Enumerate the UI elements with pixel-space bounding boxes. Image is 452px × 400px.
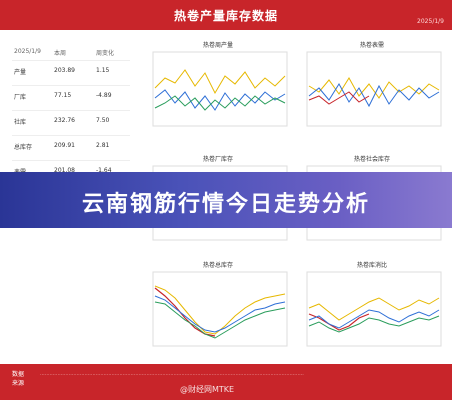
chart-plot [152,271,288,347]
table-cell: 7.50 [96,117,110,124]
footer-label: 数据来源 [12,371,25,387]
table-row: 厂库 77.15 -4.89 [12,86,130,111]
table-header-row: 2025/1/9 本周 周变化 [12,46,130,61]
table-cell: 201.08 [54,167,75,174]
table-cell: 232.76 [54,117,75,124]
table-cell: -1.64 [96,167,112,174]
table-row: 产量 203.89 1.15 [12,61,130,86]
chart-title: 热卷总库存 [202,262,233,269]
chart-plot [152,51,288,127]
footer-noise: ········································… [40,372,304,378]
header-date: 2025/1/9 [417,18,444,25]
chart-title: 热卷厂库存 [202,156,233,163]
table-cell: 77.15 [54,92,72,99]
chart-title: 热卷社会库存 [353,156,390,163]
table-cell: 209.91 [54,142,75,149]
chart-panel: 热卷库消比 [299,260,445,360]
page-title: 热卷产量库存数据 [173,9,278,23]
table-cell: 总库存 [14,144,33,151]
chart-title: 热卷表需 [359,42,384,49]
table-cell: 厂库 [14,94,27,101]
header-bar: 热卷产量库存数据 2025/1/9 [0,0,452,30]
table-cell: -4.89 [96,92,112,99]
chart-panel: 热卷表需 [299,40,445,140]
table-cell: 社库 [14,119,27,126]
table-cell: 2.81 [96,142,110,149]
table-header-cell: 周变化 [96,50,115,57]
chart-plot [306,51,442,127]
table-cell: 203.89 [54,67,75,74]
table-row: 总库存 209.91 2.81 [12,136,130,161]
chart-panel: 热卷总库存 [145,260,291,360]
chart-title: 热卷周产量 [202,42,233,49]
headline-text: 云南钢筋行情今日走势分析 [81,192,370,217]
table-cell: 1.15 [96,67,110,74]
chart-title: 热卷库消比 [356,262,387,269]
chart-panel: 热卷周产量 [145,40,291,140]
table-row: 社库 232.76 7.50 [12,111,130,136]
table-header-cell: 本周 [54,50,67,57]
table-header-cell: 2025/1/9 [14,48,41,55]
watermark: @财经网MTKE [180,385,235,394]
table-cell: 产量 [14,69,27,76]
footer-bar: 数据来源 ···································… [0,364,452,400]
headline-banner: 云南钢筋行情今日走势分析 [0,172,452,228]
chart-plot [306,271,442,347]
summary-table: 2025/1/9 本周 周变化 产量 203.89 1.15 厂库 77.15 … [12,46,130,186]
